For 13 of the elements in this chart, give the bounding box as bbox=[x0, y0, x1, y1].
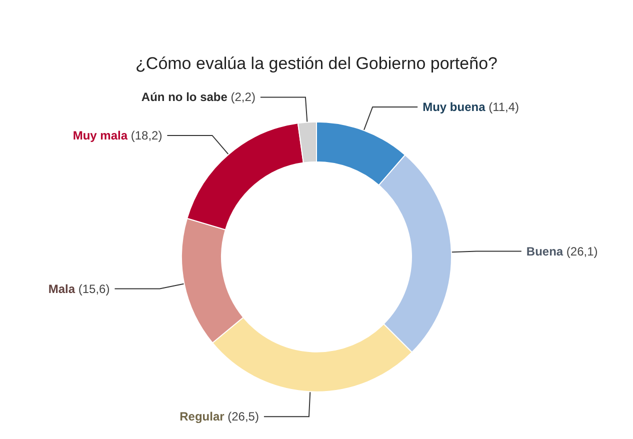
data-label: (2,2) bbox=[230, 90, 256, 104]
slice-label: Aún no lo sabe bbox=[141, 90, 228, 104]
slice-label: Mala bbox=[48, 282, 76, 296]
data-label: (26,1) bbox=[566, 244, 598, 258]
data-label: (11,4) bbox=[488, 100, 520, 114]
data-label: (18,2) bbox=[130, 128, 162, 142]
data-label: (26,5) bbox=[228, 410, 259, 424]
slice-label: Regular bbox=[180, 410, 225, 424]
slice-label: Muy mala bbox=[72, 128, 128, 142]
slice-label: Muy buena bbox=[422, 100, 486, 114]
data-label: (15,6) bbox=[78, 282, 110, 296]
slice-label: Buena bbox=[526, 244, 564, 258]
chart-title: ¿Cómo evalúa la gestión del Gobierno porteño? bbox=[136, 54, 498, 73]
